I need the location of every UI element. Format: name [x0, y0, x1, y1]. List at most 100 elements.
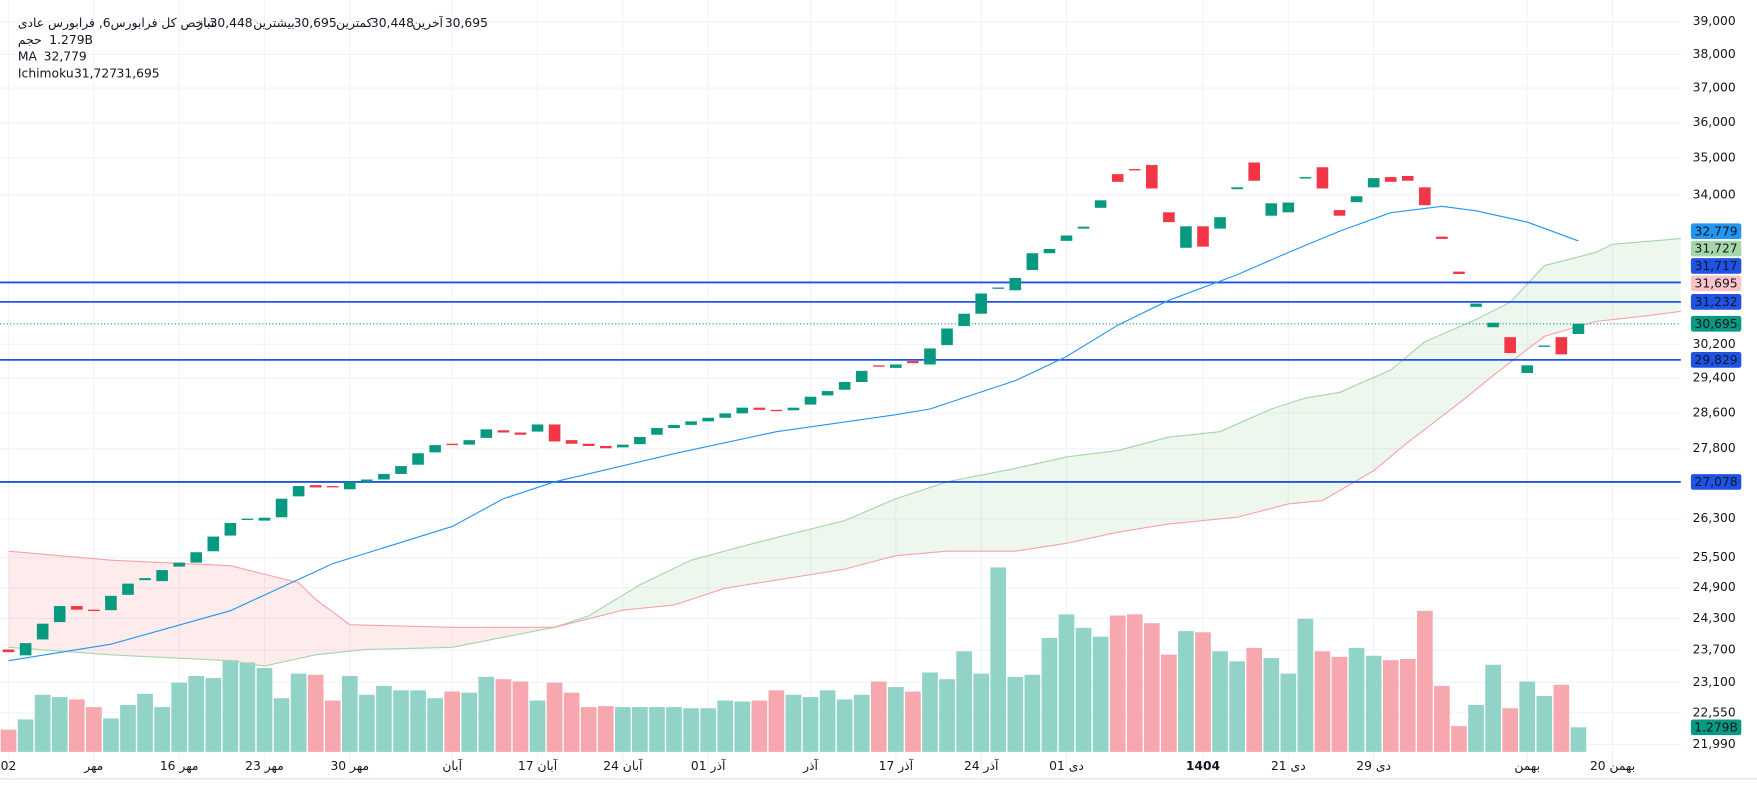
- candle-body: [821, 391, 834, 396]
- candle-body: [1367, 178, 1380, 188]
- volume-bar: [1553, 684, 1570, 752]
- volume-bar: [1382, 660, 1399, 752]
- candle-body: [1401, 175, 1414, 181]
- candle-body: [1043, 248, 1056, 254]
- candle-body: [617, 444, 629, 448]
- candle-body: [1538, 345, 1551, 347]
- candle-body: [156, 570, 168, 582]
- volume-bar: [853, 694, 870, 752]
- volume-bar: [580, 707, 597, 752]
- candle-body: [258, 517, 271, 521]
- candle-body: [753, 407, 766, 410]
- volume-bar: [1434, 685, 1450, 752]
- candle-body: [1197, 226, 1209, 247]
- x-tick-label: 17 آبان: [518, 758, 558, 773]
- volume-bar: [1485, 664, 1501, 752]
- volume-bar: [137, 693, 153, 752]
- volume-bar: [990, 567, 1007, 752]
- y-tick-label: 30,200: [1693, 337, 1736, 351]
- volume-bar: [1212, 651, 1228, 752]
- volume-bar: [341, 675, 358, 752]
- volume-bar: [632, 707, 648, 752]
- price-tag-bg: [1690, 275, 1742, 292]
- x-tick-label: 17 آذر: [879, 758, 914, 774]
- candle-body: [446, 443, 458, 446]
- volume-bar: [1229, 661, 1245, 752]
- volume-tag: 1.279B: [1694, 720, 1738, 734]
- candle-body: [1111, 174, 1124, 182]
- price-tag: 30,695: [1695, 317, 1738, 331]
- candle-body: [292, 486, 305, 497]
- legend-ohlc-name: آخرین: [412, 15, 443, 31]
- legend-title: شاخص کل فرابورس6, فرابورس عادی: [18, 16, 217, 31]
- volume-bar: [1143, 623, 1160, 752]
- y-tick-label: 26,300: [1693, 511, 1736, 525]
- candle-body: [890, 364, 902, 368]
- candle-body: [804, 396, 817, 405]
- volume-bar: [290, 673, 307, 752]
- price-tag: 31,727: [1695, 242, 1738, 256]
- candle-body: [651, 428, 663, 435]
- candle-body: [1231, 187, 1243, 190]
- volume-bar: [1075, 627, 1092, 752]
- volume-bar: [836, 699, 853, 752]
- volume-bar: [1468, 704, 1484, 752]
- plot-area: [0, 0, 1681, 779]
- candle-body: [514, 432, 527, 435]
- y-tick-label: 39,000: [1693, 14, 1736, 28]
- volume-bar: [1109, 615, 1126, 752]
- candle-body: [1453, 271, 1465, 274]
- y-tick-label: 21,990: [1693, 737, 1736, 751]
- volume-bar: [359, 694, 375, 752]
- volume-bar: [1024, 674, 1041, 752]
- candle-body: [1419, 187, 1431, 206]
- candle-body: [787, 407, 800, 411]
- volume-bar: [1399, 658, 1416, 752]
- candle-body: [924, 348, 936, 365]
- volume-bar: [239, 662, 256, 752]
- volume-bar: [154, 707, 170, 752]
- candle-body: [1128, 169, 1141, 171]
- volume-bar: [922, 672, 938, 752]
- x-tick-label: 24 آذر: [964, 758, 999, 774]
- candle-body: [736, 407, 749, 414]
- volume-bar: [614, 707, 631, 752]
- x-tick-label: 20 بهمن: [1590, 759, 1635, 774]
- y-tick-label: 23,700: [1693, 643, 1736, 657]
- candle-body: [1487, 322, 1499, 328]
- price-tag: 32,779: [1695, 224, 1738, 238]
- x-tick-label: 01 دی: [1049, 759, 1084, 773]
- candle-body: [1248, 162, 1261, 181]
- volume-bar: [888, 687, 904, 752]
- volume-bar: [17, 719, 34, 752]
- candle-body: [241, 518, 254, 521]
- volume-bar: [819, 690, 836, 752]
- volume-bar: [1519, 681, 1536, 752]
- volume-bar: [68, 699, 85, 752]
- legend-ohlc-value: 30,448: [371, 16, 414, 30]
- volume-bar: [1178, 631, 1194, 752]
- volume-bar: [1365, 655, 1382, 752]
- legend-ohlc-name: باز: [196, 16, 210, 31]
- volume-bar: [785, 694, 802, 752]
- y-tick-label: 36,000: [1693, 115, 1736, 129]
- legend-ohlc-value: 30,695: [294, 16, 337, 30]
- volume-bar: [478, 676, 495, 752]
- volume-bar: [683, 708, 699, 752]
- volume-bar: [1570, 727, 1587, 752]
- legend-volume-name: حجم: [18, 33, 42, 47]
- volume-bar: [1314, 651, 1331, 752]
- candle-body: [309, 485, 322, 488]
- legend-ichimoku-a: 31,727: [74, 66, 117, 80]
- volume-bar: [717, 700, 734, 752]
- candle-body: [685, 421, 697, 425]
- candle-body: [1146, 165, 1158, 189]
- x-tick-label: بهمن: [1514, 759, 1540, 774]
- candle-body: [548, 424, 561, 442]
- candle-body: [941, 328, 953, 346]
- volume-bar: [1092, 636, 1109, 752]
- volume-bar: [734, 701, 751, 752]
- candle-body: [872, 365, 885, 367]
